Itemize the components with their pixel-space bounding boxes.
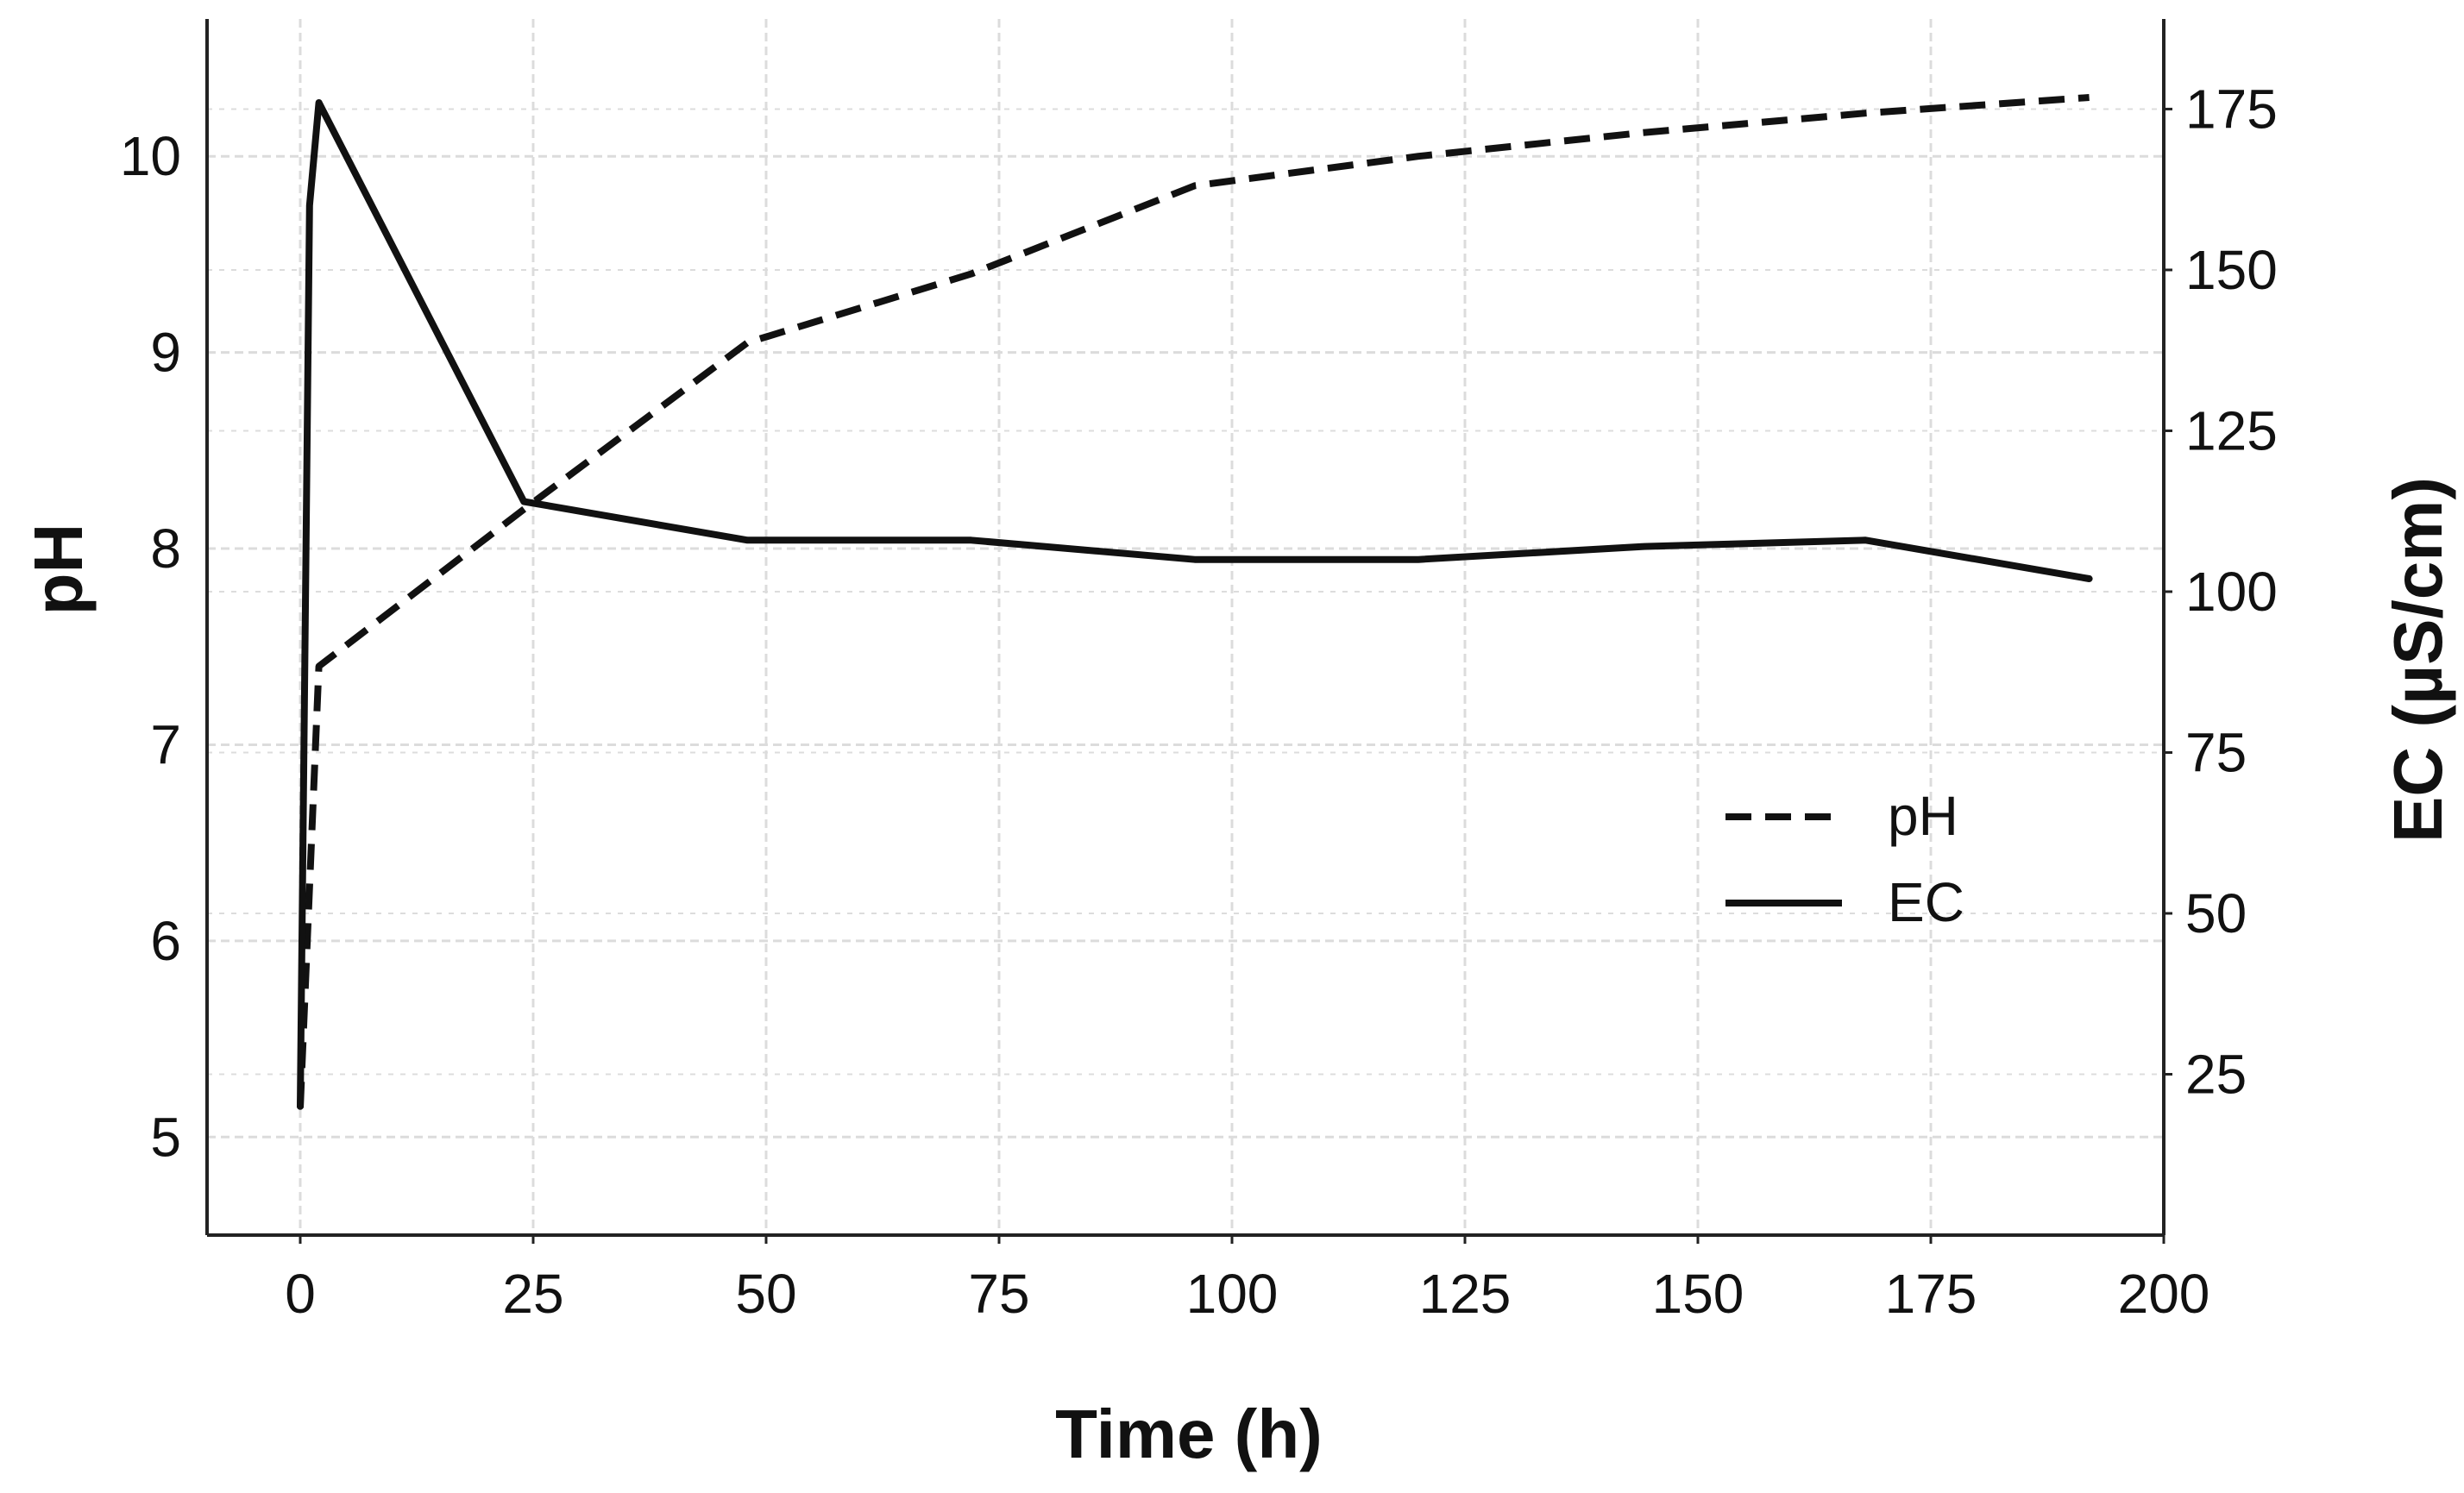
data-series (297, 94, 2093, 1110)
y2-tick-label: 100 (2185, 561, 2278, 623)
y-tick-label: 7 (150, 713, 181, 775)
y2-tick-label: 75 (2185, 721, 2247, 783)
legend-ph-label: pH (1888, 785, 1958, 847)
x-tick-label: 75 (968, 1263, 1029, 1325)
y2-tick-label: 125 (2185, 399, 2278, 461)
x-tick-label: 125 (1419, 1263, 1512, 1325)
series-line-ec (297, 99, 2093, 1110)
y-tick-label: 5 (150, 1106, 181, 1168)
y-tick-label: 6 (150, 910, 181, 972)
y-tick-label: 8 (150, 518, 181, 580)
x-tick-label: 200 (2118, 1263, 2210, 1325)
legend: pH EC (1725, 785, 1964, 933)
y2-axis-title: EC (µS/cm) (2379, 477, 2456, 843)
grid-lines (207, 19, 2165, 1235)
axes (205, 19, 2172, 1244)
tick-labels: 0 25 50 75 100 125 150 175 200 5 6 7 8 9 10 25 50 75 100 12… (120, 78, 2278, 1325)
y-axis-title: pH (20, 524, 97, 616)
y-tick-label: 9 (150, 322, 181, 384)
y2-tick-label: 150 (2185, 239, 2278, 301)
y2-tick-label: 25 (2185, 1043, 2247, 1105)
y2-tick-label: 175 (2185, 78, 2278, 140)
x-tick-label: 150 (1652, 1263, 1744, 1325)
x-axis-title: Time (h) (1055, 1396, 1323, 1472)
series-line-ph (297, 94, 2090, 1108)
legend-ec-label: EC (1888, 871, 1964, 933)
x-tick-label: 175 (1885, 1263, 1977, 1325)
x-tick-label: 50 (735, 1263, 796, 1325)
y2-tick-label: 50 (2185, 882, 2247, 944)
x-tick-label: 100 (1186, 1263, 1279, 1325)
x-tick-label: 25 (502, 1263, 563, 1325)
x-tick-label: 0 (285, 1263, 316, 1325)
y-tick-label: 10 (120, 125, 181, 187)
